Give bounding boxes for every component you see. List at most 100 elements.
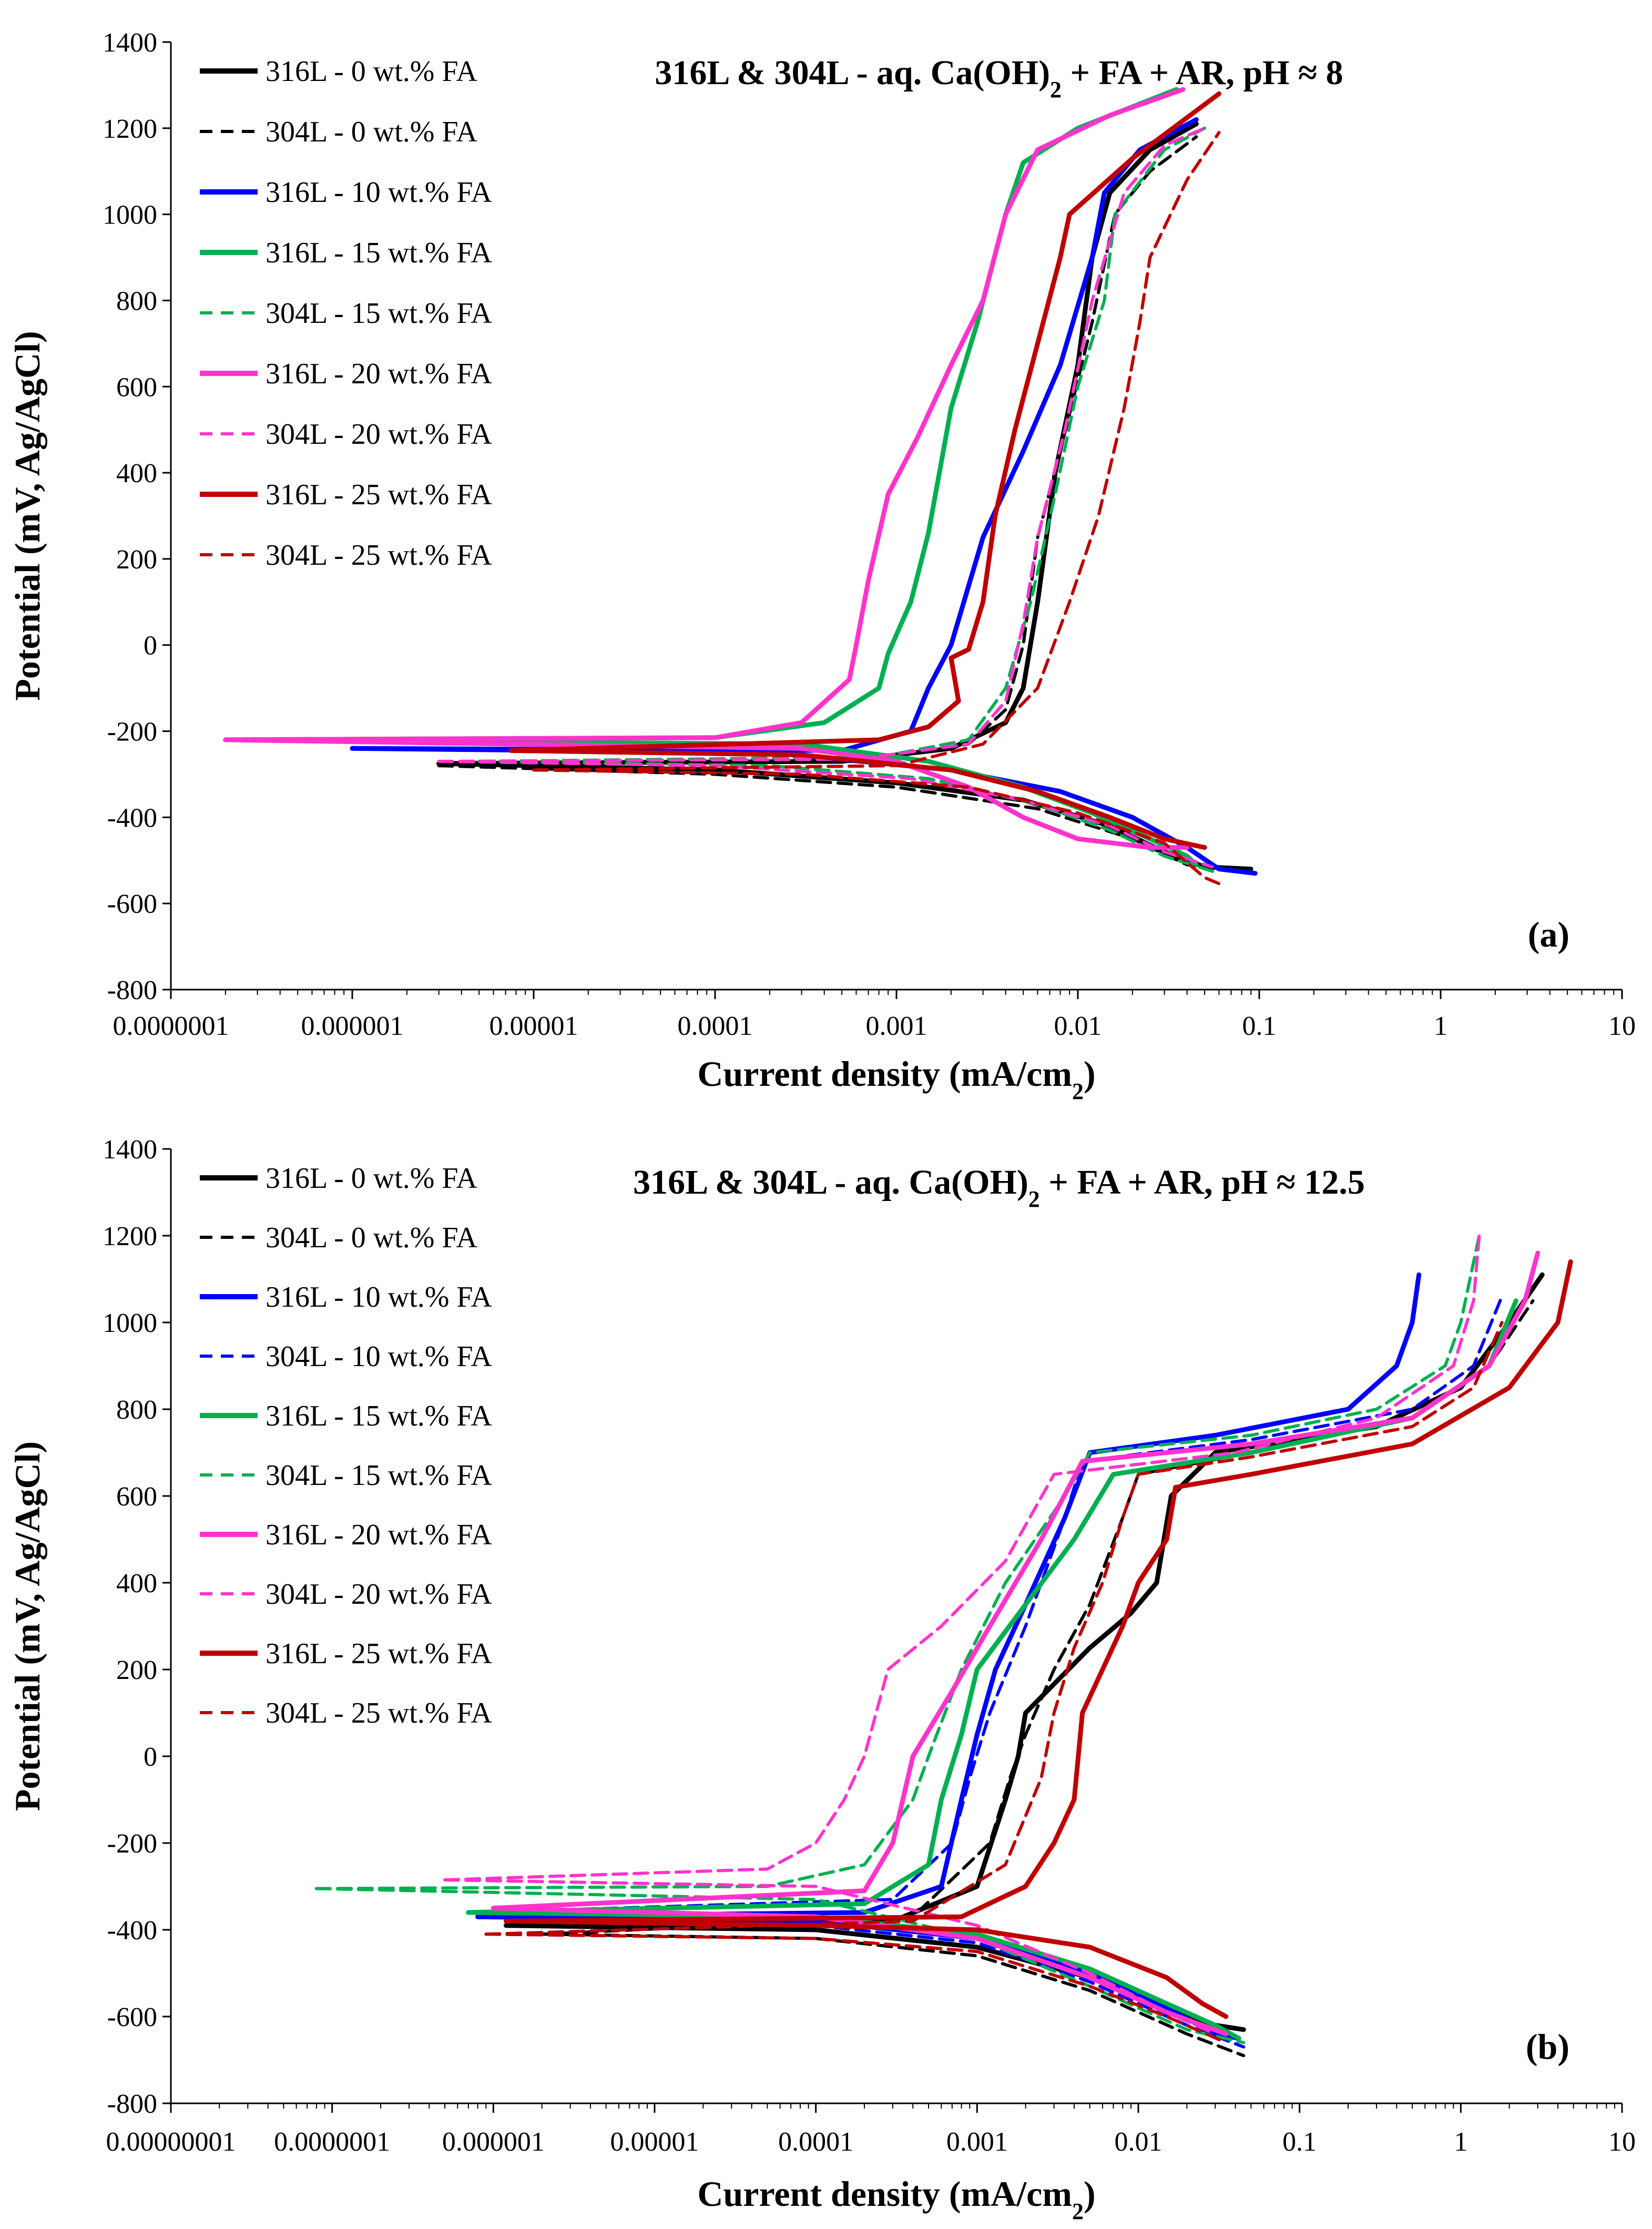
y-tick-label: -600: [107, 889, 157, 919]
legend-entry: 316L - 0 wt.% FA: [266, 55, 477, 88]
x-tick-label: 0.0001: [778, 2127, 853, 2157]
y-tick-label: 200: [116, 1655, 157, 1685]
legend-entry: 316L - 0 wt.% FA: [266, 1162, 477, 1195]
chart-title-subscript: 2: [1050, 77, 1062, 103]
x-tick-label: 0.00001: [610, 2127, 699, 2157]
chart-title-part: + FA + AR, pH ≈ 8: [1062, 54, 1343, 92]
series-line-anodic: [477, 126, 1207, 763]
legend-entry: 304L - 0 wt.% FA: [266, 1222, 477, 1254]
legend-entry: 304L - 0 wt.% FA: [266, 116, 477, 148]
legend-entry: 304L - 10 wt.% FA: [266, 1340, 492, 1373]
chart-title: 316L & 304L - aq. Ca(OH)2 + FA + AR, pH …: [633, 1163, 1365, 1212]
series-line-anodic: [437, 126, 1207, 763]
y-tick-label: 800: [116, 1395, 157, 1425]
series-line-cathodic: [477, 759, 1221, 875]
y-axis-label: Potential (mV, Ag/AgCl): [7, 1441, 47, 1811]
y-axis-label: Potential (mV, Ag/AgCl): [7, 331, 47, 700]
x-tick-label: 0.01: [1054, 1011, 1102, 1041]
y-tick-label: 1400: [103, 1135, 157, 1165]
series-line-anodic: [436, 121, 1199, 766]
legend-entry: 316L - 25 wt.% FA: [266, 479, 492, 511]
y-tick-label: 600: [116, 1482, 157, 1512]
chart-title-subscript: 2: [1028, 1186, 1040, 1212]
series-line-anodic: [476, 1295, 1504, 1914]
y-tick-label: 1200: [103, 114, 157, 144]
x-tick-label: 0.0001: [678, 1011, 753, 1041]
series-line-anodic: [437, 135, 1198, 768]
series-line-anodic: [491, 1250, 1541, 1911]
y-tick-label: 1200: [103, 1222, 157, 1251]
chart-title-part: + FA + AR, pH ≈ 12.5: [1040, 1163, 1365, 1202]
series-line-cathodic: [508, 748, 1207, 850]
chart-panel-b: -800 -600 -400 -200 0 200 400 600 800 1000 1200 140…: [7, 1135, 1636, 2224]
x-tick-label: 0.000001: [442, 2127, 545, 2157]
series-line-anodic: [223, 87, 1179, 742]
x-tick-label: 0.00001: [490, 1011, 578, 1041]
y-tick-label: 800: [116, 286, 157, 316]
x-tick-label: 0.001: [946, 2127, 1008, 2157]
y-tick-label: -400: [107, 1916, 157, 1946]
x-tick-label: 1: [1454, 2127, 1467, 2157]
series-line-anodic: [508, 91, 1221, 753]
y-tick-label: 1000: [103, 200, 157, 230]
series-line-anodic: [314, 1234, 1481, 1890]
legend-entry: 316L - 10 wt.% FA: [266, 176, 492, 209]
series-line-anodic: [475, 1272, 1422, 1919]
y-tick-label: 400: [116, 1569, 157, 1599]
panel-label: (b): [1526, 2027, 1569, 2067]
x-tick-label: 0.001: [866, 1011, 927, 1041]
legend-entry: 304L - 25 wt.% FA: [266, 1697, 492, 1729]
chart-panel-a: -800 -600 -400 -200 0 200 400 600 800 1000 1200 140…: [7, 28, 1636, 1104]
x-axis-label-superscript: 2: [1072, 1078, 1084, 1104]
y-tick-label: -200: [107, 1829, 157, 1859]
series-line-cathodic: [540, 1932, 1246, 2058]
series-line-cathodic: [504, 1923, 1246, 2032]
x-axis-label-part: Current density (mA/cm: [697, 1054, 1072, 1094]
x-axis-label-part: ): [1084, 1054, 1096, 1094]
legend: 316L - 0 wt.% FA 304L - 0 wt.% FA 316L - 1…: [200, 1162, 492, 1729]
x-tick-label: 0.1: [1242, 1011, 1277, 1041]
series-line-anodic: [504, 1259, 1573, 1923]
legend-entry: 304L - 20 wt.% FA: [266, 1578, 492, 1611]
y-tick-label: 200: [116, 545, 157, 575]
x-tick-label: 10: [1608, 2127, 1636, 2157]
panel-label: (a): [1528, 914, 1569, 954]
x-axis-label-part: Current density (mA/cm: [697, 2174, 1072, 2214]
series-line-cathodic: [314, 1887, 1246, 2044]
x-tick-label: 0.00000001: [106, 2127, 236, 2157]
series-line-cathodic: [437, 759, 1214, 869]
y-tick-label: -400: [107, 803, 157, 833]
legend-entry: 316L - 15 wt.% FA: [266, 1400, 492, 1432]
x-tick-label: 1: [1434, 1011, 1447, 1041]
legend-entry: 304L - 20 wt.% FA: [266, 418, 492, 451]
legend-entry: 304L - 15 wt.% FA: [266, 297, 492, 330]
legend-entry: 316L - 20 wt.% FA: [266, 358, 492, 390]
x-axis-label-part: ): [1084, 2174, 1096, 2214]
series-line-cathodic: [223, 737, 1190, 850]
series-line-anodic: [540, 1299, 1535, 1936]
series-line-cathodic: [532, 768, 1227, 888]
legend-entry: 316L - 20 wt.% FA: [266, 1519, 492, 1551]
y-tick-label: 600: [116, 372, 157, 402]
y-tick-label: -200: [107, 717, 157, 747]
x-tick-label: 0.1: [1282, 2127, 1317, 2157]
y-tick-label: 1000: [103, 1308, 157, 1338]
y-tick-label: 0: [144, 631, 157, 661]
x-tick-label: 0.000001: [301, 1011, 404, 1041]
legend-entry: 304L - 25 wt.% FA: [266, 539, 492, 572]
x-tick-label: 10: [1608, 1011, 1636, 1041]
series-line-cathodic: [504, 1919, 1229, 2019]
y-tick-label: 400: [116, 459, 157, 488]
x-tick-label: 0.0000001: [274, 2127, 390, 2157]
series-line-anodic: [532, 131, 1221, 772]
series-line-anodic: [504, 1272, 1545, 1928]
x-axis-label-superscript: 2: [1072, 2199, 1084, 2224]
x-tick-label: 0.0000001: [113, 1011, 229, 1041]
series-line-cathodic: [443, 1878, 1217, 2035]
y-tick-label: -800: [107, 975, 157, 1005]
y-tick-label: -800: [107, 2089, 157, 2119]
x-tick-label: 0.01: [1115, 2127, 1162, 2157]
legend-entry: 304L - 15 wt.% FA: [266, 1459, 492, 1492]
series-line-anodic: [443, 1234, 1481, 1882]
